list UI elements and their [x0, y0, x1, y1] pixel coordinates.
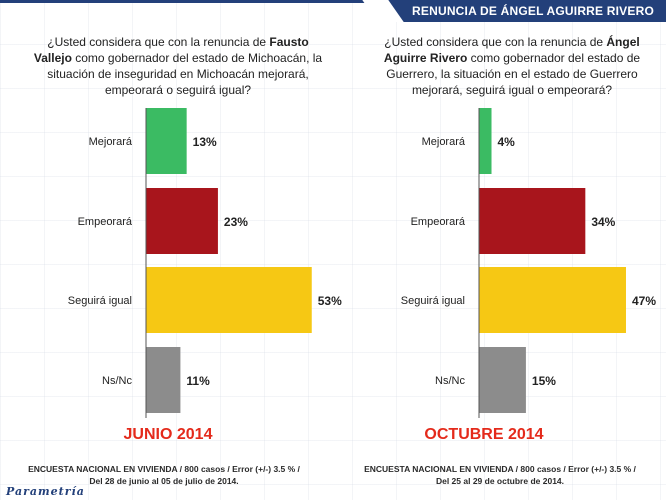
value-label-ns-nc: 11%	[186, 374, 210, 388]
category-label-seguira-igual: Seguirá igual	[401, 295, 465, 307]
chart-june-svg: Mejorará 13% Empeorará 23% Seguirá igual 53% N…	[68, 108, 342, 418]
category-label-ns-nc: Ns/Nc	[435, 375, 465, 387]
bar-mejorara	[479, 108, 492, 174]
chart-june-2014: Mejorará 13% Empeorará 23% Seguirá igual 53% N…	[0, 100, 342, 422]
question-left: ¿Usted considera que con la renuncia de …	[28, 34, 328, 98]
footnote-right-line2: Del 25 al 29 de octubre de 2014.	[435, 476, 565, 486]
question-left-bold: Fausto Vallejo	[33, 35, 309, 65]
brand-logo: Parametría	[6, 485, 85, 498]
period-label-june: JUNIO 2014	[123, 426, 213, 443]
footnote-right-line1: ENCUESTA NACIONAL EN VIVIENDA / 800 caso…	[364, 464, 636, 474]
bar-ns-nc	[479, 347, 526, 413]
header-rule	[0, 0, 383, 3]
question-right: ¿Usted considera que con la renuncia de …	[362, 34, 662, 98]
category-label-mejorara: Mejorará	[422, 136, 466, 148]
header-banner: RENUNCIA DE ÁNGEL AGUIRRE RIVERO	[383, 0, 666, 22]
question-right-pre: ¿Usted considera que con la renuncia de	[384, 35, 607, 49]
question-right-bold: Ángel Aguirre Rivero	[383, 35, 640, 65]
category-label-empeorara: Empeorará	[78, 216, 133, 228]
bar-ns-nc	[146, 347, 181, 413]
value-label-ns-nc: 15%	[532, 374, 556, 388]
chart-october-svg: Mejorará 4% Empeorará 34% Seguirá igual 47% Ns…	[401, 108, 656, 418]
value-label-empeorara: 34%	[591, 215, 615, 229]
category-label-mejorara: Mejorará	[89, 136, 133, 148]
category-label-ns-nc: Ns/Nc	[102, 375, 132, 387]
value-label-seguira-igual: 53%	[318, 294, 342, 308]
value-label-mejorara: 4%	[498, 135, 516, 149]
bar-empeorara	[146, 188, 218, 254]
question-left-post: como gobernador del estado de Michoacán,…	[47, 51, 323, 97]
category-label-seguira-igual: Seguirá igual	[68, 295, 132, 307]
bar-seguira-igual	[479, 267, 626, 333]
question-left-pre: ¿Usted considera que con la renuncia de	[47, 35, 270, 49]
footnote-left-line1: ENCUESTA NACIONAL EN VIVIENDA / 800 caso…	[28, 464, 300, 474]
value-label-mejorara: 13%	[193, 135, 217, 149]
period-label-october: OCTUBRE 2014	[424, 426, 544, 443]
value-label-seguira-igual: 47%	[632, 294, 656, 308]
category-label-empeorara: Empeorará	[411, 216, 466, 228]
bar-seguira-igual	[146, 267, 312, 333]
footnote-left: ENCUESTA NACIONAL EN VIVIENDA / 800 caso…	[14, 463, 314, 487]
bar-mejorara	[146, 108, 187, 174]
footnote-right: ENCUESTA NACIONAL EN VIVIENDA / 800 caso…	[350, 463, 650, 487]
chart-october-2014: Mejorará 4% Empeorará 34% Seguirá igual 47% Ns…	[333, 100, 666, 422]
header-title: RENUNCIA DE ÁNGEL AGUIRRE RIVERO	[412, 4, 654, 18]
value-label-empeorara: 23%	[224, 215, 248, 229]
bar-empeorara	[479, 188, 586, 254]
question-right-post: como gobernador del estado de Guerrero, …	[386, 51, 641, 97]
footnote-left-line2: Del 28 de junio al 05 de julio de 2014.	[89, 476, 239, 486]
